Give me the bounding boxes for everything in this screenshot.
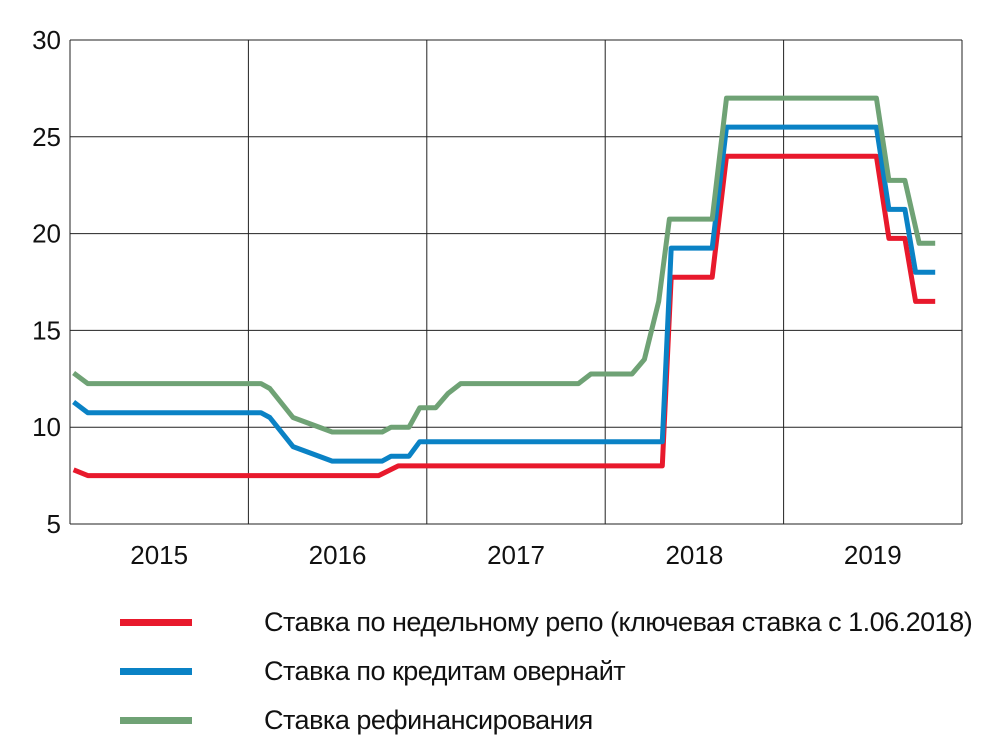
series-line-1 [72, 124, 936, 464]
y-tick-label: 10 [32, 412, 61, 442]
legend-label-overnight: Ставка по кредитам овернайт [264, 656, 626, 686]
legend-label-repo: Ставка по недельному репо (ключевая став… [264, 607, 973, 637]
x-tick-label: 2015 [130, 540, 188, 570]
legend-item-repo: Ставка по недельному репо (ключевая став… [120, 598, 973, 647]
series-line-0 [72, 153, 936, 479]
x-tick-label: 2016 [309, 540, 367, 570]
legend-swatch-refinancing [120, 717, 192, 724]
x-tick-label: 2017 [487, 540, 545, 570]
y-tick-label: 5 [47, 509, 61, 539]
legend-item-refinancing: Ставка рефинансирования [120, 696, 972, 745]
y-tick-label: 25 [32, 122, 61, 152]
y-tick-label: 15 [32, 315, 61, 345]
x-tick-label: 2018 [665, 540, 723, 570]
y-tick-label: 30 [32, 25, 61, 55]
y-tick-label: 20 [32, 219, 61, 249]
chart-svg: 5 10 15 20 25 30 2015 2016 2017 2018 2019 [32, 25, 963, 570]
series-line-2 [72, 95, 936, 435]
legend-item-overnight: Ставка по кредитам овернайт [120, 647, 972, 696]
legend-label-refinancing: Ставка рефинансирования [264, 705, 593, 735]
legend-swatch-overnight [120, 668, 192, 675]
x-tick-label: 2019 [844, 540, 902, 570]
legend-swatch-repo [120, 619, 192, 626]
legend: Ставка по недельному репо (ключевая став… [120, 598, 973, 745]
